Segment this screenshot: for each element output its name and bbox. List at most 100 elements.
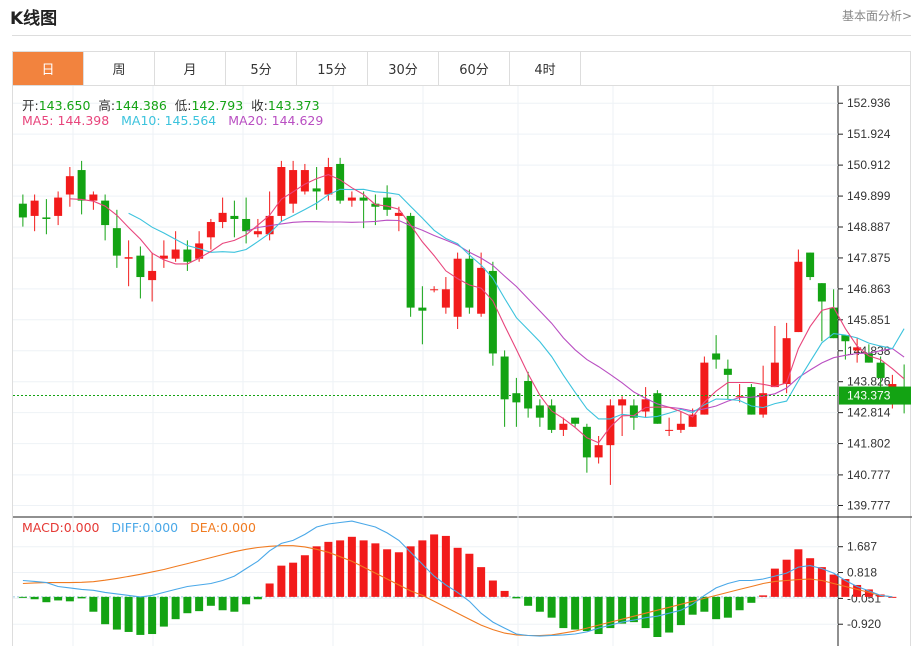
candle-body-45 [547,405,556,430]
tab-7[interactable]: 4时 [510,52,581,85]
candle-body-22 [277,167,286,216]
candle-body-54 [653,393,662,424]
ma5-label: MA5: [22,113,54,128]
price-tick-label-6: 146.863 [847,282,891,296]
candle-body-69 [829,307,838,339]
ohlc-info: 开:143.650 高:144.386 低:142.793 收:143.373 [22,95,320,114]
macd-bar-65 [782,559,791,597]
tab-0[interactable]: 日 [13,52,84,85]
macd-bar-2 [42,596,51,603]
candle-body-40 [488,270,497,354]
macd-label: MACD: [22,520,64,535]
candle-body-67 [806,252,815,278]
candle-body-30 [371,203,380,207]
macd-bar-37 [453,547,462,597]
macd-tick-label-3: -0.920 [847,617,881,631]
candle-body-29 [359,197,368,201]
candle-body-14 [183,249,192,262]
macd-bar-25 [312,546,321,597]
macd-bar-27 [336,540,345,597]
macd-bar-68 [817,567,826,597]
candle-body-70 [841,335,850,342]
dea-value: 0.000 [220,520,256,535]
candle-body-20 [253,231,262,235]
candle-body-0 [18,203,27,218]
macd-bar-26 [324,541,333,597]
macd-bar-58 [700,596,709,612]
candle-body-27 [336,163,345,201]
candle-body-53 [641,399,650,412]
macd-bar-48 [582,596,591,632]
candle-body-24 [300,170,309,192]
ma5-line [69,174,905,444]
ma20-legend: MA20: 144.629 [228,113,323,128]
macd-bar-36 [441,535,450,597]
diff-value: 0.000 [142,520,179,535]
tab-1[interactable]: 周 [84,52,155,85]
candle-body-11 [148,270,157,281]
price-tick-label-4: 148.887 [847,220,891,234]
price-tick-label-13: 139.777 [847,498,891,512]
macd-bar-29 [359,540,368,597]
macd-bar-71 [853,584,862,597]
diff-line [22,520,893,637]
macd-bar-17 [218,596,227,611]
candle-body-34 [418,307,427,311]
candle-body-33 [406,215,415,308]
tab-4[interactable]: 15分 [297,52,368,85]
macd-bar-6 [89,596,98,612]
macd-bar-14 [183,596,192,614]
macd-bar-35 [430,534,439,597]
macd-legend-item: MACD:0.000 [22,520,99,535]
candle-body-28 [347,197,356,201]
candle-body-52 [629,405,638,418]
macd-bar-53 [641,596,650,629]
price-tick-label-2: 150.912 [847,158,891,172]
price-tick-label-11: 141.802 [847,437,891,451]
macd-bar-54 [653,596,662,637]
price-tick-label-9: 143.826 [847,375,891,389]
macd-bar-42 [512,596,521,599]
candle-body-64 [770,362,779,388]
title-divider [12,35,911,36]
macd-bar-1 [30,596,39,600]
macd-bar-41 [500,590,509,597]
macd-bar-67 [806,558,815,597]
macd-bar-44 [535,596,544,612]
price-tick-label-3: 149.899 [847,189,891,203]
ma20-value: 144.629 [271,113,324,128]
macd-bar-47 [571,596,580,630]
macd-bar-0 [18,596,27,598]
candle-body-66 [794,261,803,333]
macd-bar-5 [77,596,86,599]
macd-bar-20 [253,596,262,600]
tab-2[interactable]: 月 [155,52,226,85]
candle-body-25 [312,188,321,192]
fundamental-analysis-link[interactable]: 基本面分析> [841,9,912,23]
macd-bar-62 [747,596,756,603]
macd-value: 0.000 [63,520,100,535]
candle-body-61 [735,396,744,398]
high-value: 144.386 [115,98,167,113]
price-tick-label-12: 140.777 [847,468,891,482]
candle-body-57 [688,414,697,427]
candle-body-9 [124,257,133,259]
tab-5[interactable]: 30分 [368,52,439,85]
kline-chart-svg[interactable]: 152.936 151.924 150.912 149.899 148.887 147.8… [13,86,912,646]
tab-3[interactable]: 5分 [226,52,297,85]
open-value: 143.650 [38,98,91,113]
candle-body-59 [712,353,721,360]
candle-body-7 [101,200,110,226]
price-tick-label-0: 152.936 [847,96,891,110]
diff-legend-item: DIFF:0.000 [111,520,178,535]
macd-bar-43 [524,596,533,606]
macd-bar-13 [171,596,180,620]
candle-body-60 [723,368,732,375]
period-tabs: 日周月 5分 15分 30分 60分 4时 [12,51,911,86]
open-label: 开: [22,98,39,113]
price-tick-label-5: 147.875 [847,251,891,265]
candle-body-42 [512,393,521,403]
ma5-value: 144.398 [57,113,110,128]
tab-6[interactable]: 60分 [439,52,510,85]
macd-bar-12 [159,596,168,627]
